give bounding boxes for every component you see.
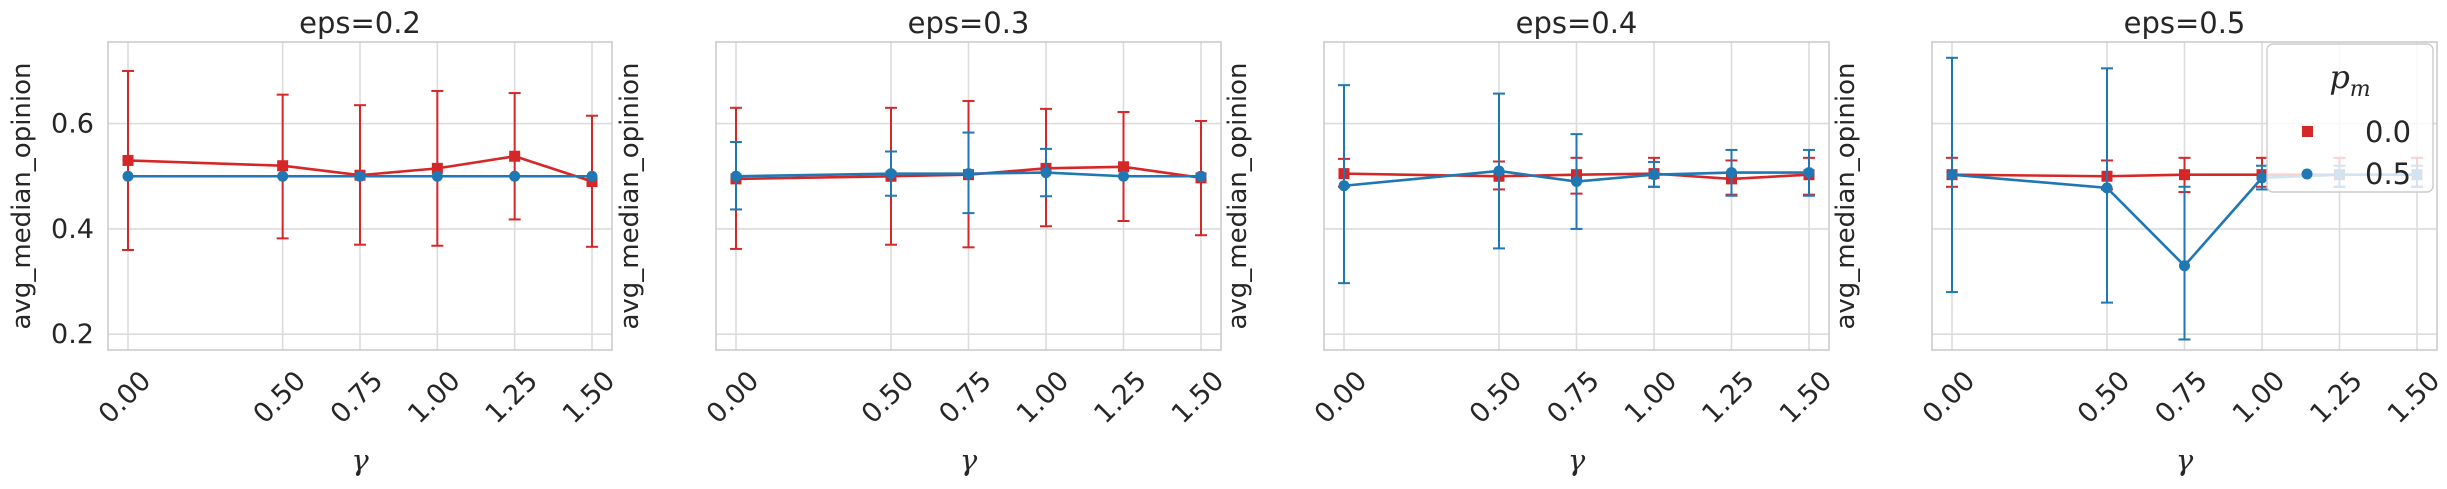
x-tick-label: 0.50 bbox=[1464, 365, 1528, 429]
data-point bbox=[509, 170, 521, 182]
y-axis-label: avg_median_opinion bbox=[7, 62, 37, 329]
panel-title: eps=0.5 bbox=[2124, 6, 2246, 40]
data-point bbox=[354, 170, 366, 182]
series-line bbox=[735, 171, 1201, 178]
x-tick-label: 0.75 bbox=[325, 365, 389, 429]
x-tick-label: 1.25 bbox=[2304, 365, 2368, 429]
y-tick-label: 0.2 bbox=[51, 319, 94, 350]
axes-frame bbox=[1931, 41, 2438, 351]
panel-4: eps=0.5 avg_median_opinion 0.00 0.50 0.75 1.0… bbox=[1831, 6, 2446, 477]
x-tick-label: 0.50 bbox=[856, 365, 920, 429]
x-tick-label: 1.25 bbox=[480, 365, 544, 429]
data-point bbox=[1493, 165, 1505, 177]
y-axis-label: avg_median_opinion bbox=[1831, 62, 1861, 329]
data-point bbox=[2179, 260, 2190, 272]
legend-marker bbox=[2301, 168, 2313, 180]
x-tick-label: 1.00 bbox=[1011, 365, 1075, 429]
data-point bbox=[431, 162, 443, 174]
x-tick-label: 0.00 bbox=[1917, 365, 1981, 429]
legend-box bbox=[2266, 43, 2434, 193]
series-line bbox=[735, 165, 1202, 181]
x-tick-label: 1.50 bbox=[1166, 365, 1230, 429]
data-point bbox=[885, 168, 897, 180]
data-point bbox=[1195, 170, 1207, 182]
panel-2: eps=0.3 avg_median_opinion 0.00 0.50 0.75 1.0… bbox=[615, 6, 1230, 477]
data-point bbox=[963, 168, 974, 180]
legend-marker bbox=[2302, 126, 2313, 137]
x-tick-label: 1.25 bbox=[1088, 365, 1152, 429]
axes-frame bbox=[715, 41, 1222, 351]
series-0-5 bbox=[1338, 84, 1815, 285]
data-point bbox=[1118, 161, 1129, 173]
data-point bbox=[1118, 170, 1129, 182]
data-point bbox=[2179, 169, 2190, 181]
series-line bbox=[127, 154, 593, 183]
data-point bbox=[122, 154, 134, 166]
data-point bbox=[1338, 180, 1350, 192]
legend-label: 0.0 bbox=[2365, 115, 2411, 149]
x-tick-label: 0.00 bbox=[93, 365, 157, 429]
data-point bbox=[277, 170, 289, 182]
data-point bbox=[1571, 176, 1582, 188]
series-0-5 bbox=[730, 131, 1207, 215]
data-point bbox=[122, 170, 134, 182]
x-axis-label: γ bbox=[351, 443, 369, 477]
y-axis-label: avg_median_opinion bbox=[615, 62, 645, 329]
data-point bbox=[586, 170, 598, 182]
y-tick-label: 0.4 bbox=[51, 214, 94, 245]
series-0-5 bbox=[122, 170, 598, 182]
data-point bbox=[509, 150, 521, 162]
x-axis-label: γ bbox=[1568, 443, 1586, 477]
data-point bbox=[1040, 167, 1052, 179]
x-tick-label: 0.50 bbox=[248, 365, 312, 429]
axes-frame bbox=[1323, 41, 1830, 351]
x-axis-label: γ bbox=[2176, 443, 2194, 477]
x-tick-label: 0.75 bbox=[2149, 365, 2213, 429]
axes-frame bbox=[107, 41, 613, 351]
x-tick-label: 1.00 bbox=[1619, 365, 1683, 429]
x-tick-label: 0.75 bbox=[1541, 365, 1605, 429]
y-tick-label: 0.6 bbox=[51, 109, 94, 140]
data-point bbox=[730, 170, 742, 182]
series-line bbox=[1343, 172, 1810, 181]
x-tick-label: 1.25 bbox=[1696, 365, 1760, 429]
panel-title: eps=0.3 bbox=[908, 6, 1030, 40]
series-line bbox=[1343, 169, 1809, 188]
x-tick-label: 0.75 bbox=[933, 365, 997, 429]
legend-label: 0.5 bbox=[2365, 157, 2411, 191]
data-point bbox=[1803, 167, 1815, 179]
x-axis-label: γ bbox=[960, 443, 978, 477]
data-point bbox=[2101, 182, 2113, 194]
x-tick-label: 1.00 bbox=[402, 365, 466, 429]
data-point bbox=[431, 170, 443, 182]
y-axis-label: avg_median_opinion bbox=[1223, 62, 1253, 329]
x-tick-label: 1.50 bbox=[557, 365, 621, 429]
x-tick-label: 0.00 bbox=[1309, 365, 1373, 429]
data-point bbox=[1946, 169, 1958, 181]
data-point bbox=[2256, 172, 2268, 184]
data-point bbox=[1726, 167, 1737, 179]
data-point bbox=[277, 160, 289, 172]
x-tick-label: 1.00 bbox=[2227, 365, 2291, 429]
panel-title: eps=0.2 bbox=[299, 6, 421, 40]
x-tick-label: 1.50 bbox=[2382, 365, 2446, 429]
panel-3: eps=0.4 avg_median_opinion 0.00 0.50 0.75 1.0… bbox=[1223, 6, 1838, 477]
legend-title: pm bbox=[2329, 58, 2370, 102]
x-tick-label: 0.00 bbox=[701, 365, 765, 429]
panel-title: eps=0.4 bbox=[1516, 6, 1638, 40]
x-tick-label: 0.50 bbox=[2072, 365, 2136, 429]
data-point bbox=[1648, 169, 1660, 181]
legend: pm 0.0 0.5 bbox=[2266, 43, 2434, 193]
panel-1: eps=0.2 avg_median_opinion 0.2 0.4 0.6 0.00 0.… bbox=[7, 6, 621, 477]
x-tick-label: 1.50 bbox=[1774, 365, 1838, 429]
